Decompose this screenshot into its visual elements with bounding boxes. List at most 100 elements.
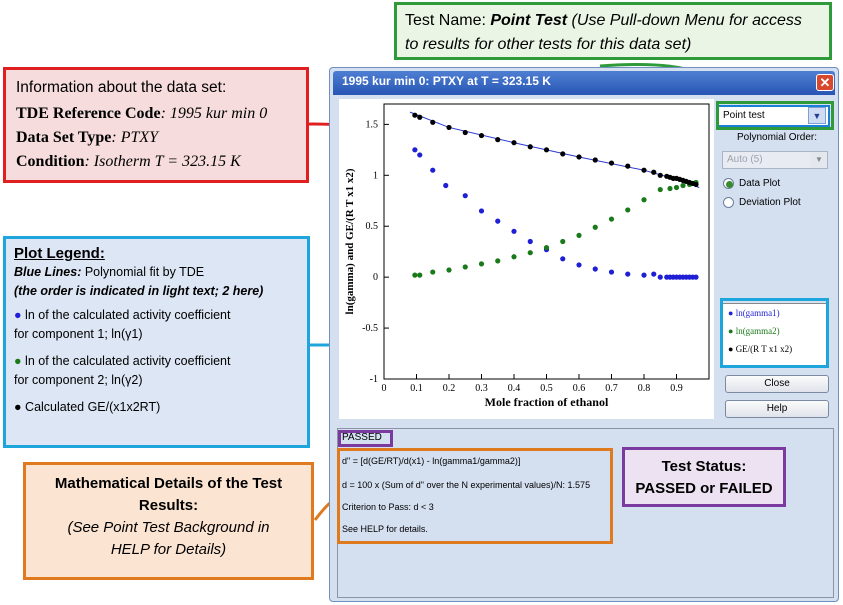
ge-point (641, 167, 647, 173)
x-axis-label: Mole fraction of ethanol (485, 395, 609, 409)
plot-panel: 0 0.1 0.2 0.3 0.4 0.5 0.6 0.7 0.8 0.9 -1 -0.5 0 0.5 1 1… (339, 99, 714, 419)
math-sub1: (See Point Test Background in (67, 519, 270, 536)
gamma1-point (417, 152, 423, 158)
results-line: d = 100 x (Sum of d" over the N experime… (342, 480, 591, 490)
ge-point (430, 119, 436, 125)
gamma1-point (657, 274, 663, 280)
legend-item3: Calculated GE/(x1x2RT) (25, 400, 161, 414)
gamma2-point (560, 238, 566, 245)
ge-point (592, 157, 598, 163)
window-title: 1995 kur min 0: PTXY at T = 323.15 K (342, 74, 551, 88)
ge-point (417, 114, 423, 120)
gamma2-point (608, 216, 615, 222)
x-tick-label: 0.1 (410, 383, 423, 394)
gamma1-point (560, 256, 566, 262)
test-status-callout: Test Status: PASSED or FAILED (622, 447, 786, 507)
test-name-callout: Test Name: Point Test (Use Pull-down Men… (394, 2, 832, 60)
x-tick-label: 0 (382, 383, 387, 394)
y-tick-label: 1 (373, 170, 378, 181)
info-title: Information about the data set: (16, 79, 227, 96)
info-type-value: : PTXY (111, 129, 159, 146)
gamma1-point (495, 218, 501, 224)
gamma2-point (430, 269, 436, 275)
gamma2-point (667, 185, 673, 192)
gamma1-point (412, 147, 418, 153)
deviation-plot-label: Deviation Plot (739, 197, 801, 208)
results-line: d" = [d(GE/RT)/d(x1) - ln(gamma1/gamma2)… (342, 456, 521, 466)
legend-blue-note: (the order is indicated in light text; 2… (14, 284, 264, 298)
test-name-prefix: Test Name: (405, 12, 491, 29)
legend-blue-text: Polynomial fit by TDE (81, 265, 205, 279)
gamma1-point (511, 228, 517, 234)
gamma2-point (641, 197, 647, 203)
legend-item2a: ln of the calculated activity coefficien… (25, 354, 231, 368)
close-button[interactable]: Close (725, 375, 829, 393)
dataset-info-callout: Information about the data set: TDE Refe… (3, 67, 309, 183)
chevron-down-icon[interactable]: ▼ (808, 107, 826, 124)
ge-point (478, 132, 485, 139)
gamma2-point (478, 261, 485, 267)
info-ref-label: TDE Reference Code (16, 105, 161, 122)
gamma1-point (693, 274, 699, 280)
gamma1-point (608, 269, 615, 275)
ge-point (462, 129, 468, 136)
plot-legend-callout: Plot Legend: Blue Lines: Polynomial fit … (3, 236, 310, 448)
ge-point (657, 172, 663, 178)
x-tick-label: 0.4 (508, 383, 521, 394)
status-title: Test Status: (661, 458, 747, 475)
polynomial-order-select[interactable]: Auto (5) (722, 151, 828, 169)
gamma1-point (625, 271, 631, 277)
ge-point (576, 154, 582, 160)
y-tick-label: 0.5 (366, 221, 379, 232)
ge-point (446, 124, 452, 131)
ge-point (495, 137, 501, 143)
data-plot-label: Data Plot (739, 178, 781, 189)
test-name-bold: Point Test (490, 12, 568, 29)
info-cond-label: Condition (16, 153, 85, 170)
window-titlebar (333, 71, 835, 95)
gamma1-point (527, 238, 533, 245)
gamma2-point (592, 224, 598, 230)
deviation-plot-radio[interactable] (723, 197, 734, 208)
gamma2-point (417, 272, 423, 278)
math-title2: Results: (138, 497, 199, 514)
math-details-callout: Mathematical Details of the Test Results… (23, 462, 314, 580)
gamma2-point (446, 267, 452, 273)
window-close-button[interactable]: ✕ (816, 74, 834, 91)
help-button[interactable]: Help (725, 400, 829, 418)
x-tick-label: 0.5 (540, 383, 553, 394)
chevron-down-icon[interactable]: ▼ (811, 152, 827, 168)
y-tick-label: -0.5 (362, 323, 378, 334)
y-axis-label: ln(gamma) and GE/(R T x1 x2) (344, 168, 356, 314)
ge-point (511, 140, 517, 146)
gamma1-point (462, 193, 468, 199)
plot-frame (383, 103, 710, 380)
math-title1: Mathematical Details of the Test (54, 475, 283, 492)
results-line: Criterion to Pass: d < 3 (342, 502, 434, 512)
gamma1-point (576, 262, 582, 268)
x-tick-label: 0.2 (443, 383, 456, 394)
gamma1-point (592, 266, 598, 272)
green-dot-icon: ● (14, 354, 22, 368)
gamma2-point (495, 258, 501, 264)
data-plot-radio[interactable] (723, 178, 734, 189)
results-line: See HELP for details. (342, 524, 428, 534)
info-type-label: Data Set Type (16, 129, 112, 146)
legend-item1b: for component 1; ln(γ1) (14, 327, 143, 341)
gamma2-point (412, 272, 418, 278)
math-sub2: HELP for Details) (110, 541, 227, 558)
gamma2-point (673, 184, 680, 191)
blue-dot-icon: ● (14, 308, 22, 322)
gamma2-point (543, 245, 550, 251)
gamma2-point (680, 182, 686, 189)
test-name-line2: to results for other tests for this data… (405, 36, 692, 53)
plot-legend: ● ln(gamma1) ● ln(gamma2) ● GE/(R T x1 x… (722, 303, 827, 367)
y-tick-label: 0 (373, 272, 378, 283)
gamma2-point (625, 207, 631, 213)
y-tick-label: -1 (370, 374, 378, 385)
info-cond-value: : Isotherm T = 323.15 K (84, 153, 241, 170)
chart: 0 0.1 0.2 0.3 0.4 0.5 0.6 0.7 0.8 0.9 -1 -0.5 0 0.5 1 1… (344, 103, 710, 409)
legend-item2b: for component 2; ln(γ2) (14, 373, 143, 387)
test-select-dropdown[interactable]: Point test (717, 105, 830, 127)
ge-point (527, 144, 533, 150)
